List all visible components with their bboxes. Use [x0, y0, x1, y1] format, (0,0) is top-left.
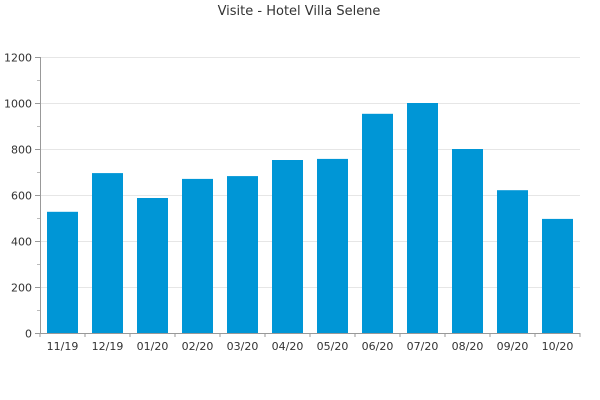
y-tick-label: 800: [11, 144, 32, 157]
y-tick-label: 600: [11, 190, 32, 203]
x-tick-label: 04/20: [272, 340, 304, 353]
x-axis-ticks: 11/19 12/19 01/20 02/20 03/20 04/20 05/20 06/20…: [39, 333, 581, 353]
bar-10-20: [542, 218, 573, 333]
x-tick-label: 11/19: [47, 340, 79, 353]
y-tick-label: 0: [25, 328, 32, 341]
bar-06-20: [362, 113, 393, 333]
gridlines: [40, 57, 580, 288]
bar-09-20: [497, 190, 528, 333]
bar-03-20: [227, 176, 258, 333]
bar-02-20: [182, 178, 213, 333]
x-tick-label: 09/20: [497, 340, 529, 353]
bar-08-20: [452, 149, 483, 333]
x-tick-label: 01/20: [137, 340, 169, 353]
bar-04-20: [272, 160, 303, 333]
y-axis-ticks: 0 200 400 600 800 1000 1200: [4, 52, 40, 341]
x-tick-label: 06/20: [362, 340, 394, 353]
bar-01-20: [137, 198, 168, 333]
y-tick-label: 200: [11, 282, 32, 295]
chart-title: Visite - Hotel Villa Selene: [218, 4, 381, 19]
x-tick-label: 08/20: [452, 340, 484, 353]
y-tick-label: 1200: [4, 52, 32, 65]
bar-05-20: [317, 158, 348, 333]
x-tick-label: 02/20: [182, 340, 214, 353]
x-tick-label: 12/19: [92, 340, 124, 353]
x-tick-label: 05/20: [317, 340, 349, 353]
bar-07-20: [407, 103, 438, 333]
x-tick-label: 10/20: [542, 340, 574, 353]
x-tick-label: 03/20: [227, 340, 259, 353]
x-tick-label: 07/20: [407, 340, 439, 353]
y-tick-label: 1000: [4, 98, 32, 111]
bar-12-19: [92, 173, 123, 333]
y-tick-label: 400: [11, 236, 32, 249]
bar-11-19: [47, 211, 78, 333]
bars: [47, 103, 573, 333]
